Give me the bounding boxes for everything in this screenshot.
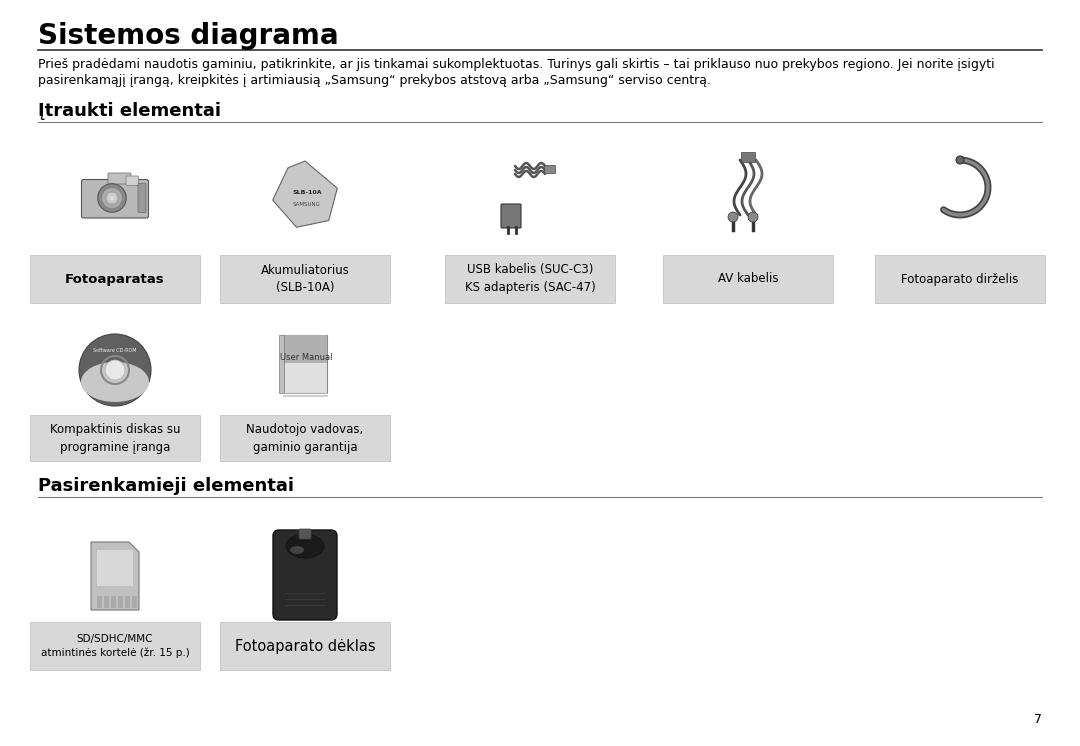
Circle shape bbox=[98, 184, 126, 213]
Ellipse shape bbox=[286, 534, 324, 558]
FancyBboxPatch shape bbox=[299, 529, 311, 539]
FancyBboxPatch shape bbox=[81, 180, 149, 218]
Text: Software CD-ROM: Software CD-ROM bbox=[93, 348, 137, 353]
FancyBboxPatch shape bbox=[30, 255, 200, 303]
Text: Akumuliatorius
(SLB-10A): Akumuliatorius (SLB-10A) bbox=[260, 263, 350, 295]
FancyBboxPatch shape bbox=[220, 255, 390, 303]
Polygon shape bbox=[272, 161, 337, 228]
Text: Įtraukti elementai: Įtraukti elementai bbox=[38, 102, 221, 120]
FancyBboxPatch shape bbox=[220, 622, 390, 670]
FancyBboxPatch shape bbox=[741, 152, 755, 162]
FancyBboxPatch shape bbox=[138, 184, 146, 213]
FancyBboxPatch shape bbox=[30, 415, 200, 461]
Text: pasirenkamąjį įrangą, kreipkitės į artimiausią „Samsung“ prekybos atstovą arba „: pasirenkamąjį įrangą, kreipkitės į artim… bbox=[38, 74, 711, 87]
Text: User Manual: User Manual bbox=[280, 354, 333, 363]
Circle shape bbox=[105, 360, 125, 380]
Polygon shape bbox=[91, 542, 139, 610]
FancyBboxPatch shape bbox=[663, 255, 833, 303]
Ellipse shape bbox=[81, 362, 149, 402]
FancyBboxPatch shape bbox=[279, 335, 284, 393]
Text: Prieš pradėdami naudotis gaminiu, patikrinkite, ar jis tinkamai sukomplektuotas.: Prieš pradėdami naudotis gaminiu, patikr… bbox=[38, 58, 995, 71]
Text: Sistemos diagrama: Sistemos diagrama bbox=[38, 22, 339, 50]
FancyBboxPatch shape bbox=[104, 596, 109, 608]
Text: Pasirenkamieji elementai: Pasirenkamieji elementai bbox=[38, 477, 294, 495]
Circle shape bbox=[728, 212, 738, 222]
FancyBboxPatch shape bbox=[97, 550, 133, 586]
Text: Fotoaparato dėklas: Fotoaparato dėklas bbox=[234, 639, 376, 653]
FancyBboxPatch shape bbox=[108, 173, 131, 184]
FancyBboxPatch shape bbox=[220, 415, 390, 461]
FancyBboxPatch shape bbox=[125, 596, 130, 608]
Text: Fotoaparatas: Fotoaparatas bbox=[65, 272, 165, 286]
FancyBboxPatch shape bbox=[445, 255, 615, 303]
Text: SD/SDHC/MMC
atmintinės kortelė (žr. 15 p.): SD/SDHC/MMC atmintinės kortelė (žr. 15 p… bbox=[41, 633, 189, 659]
Ellipse shape bbox=[79, 334, 151, 406]
FancyBboxPatch shape bbox=[283, 335, 327, 363]
Text: AV kabelis: AV kabelis bbox=[718, 272, 779, 286]
FancyBboxPatch shape bbox=[875, 255, 1045, 303]
Circle shape bbox=[106, 192, 118, 204]
Text: SLB-10A: SLB-10A bbox=[293, 190, 322, 195]
FancyBboxPatch shape bbox=[126, 176, 138, 186]
Circle shape bbox=[110, 195, 114, 200]
FancyBboxPatch shape bbox=[97, 596, 102, 608]
Ellipse shape bbox=[291, 546, 303, 554]
FancyBboxPatch shape bbox=[501, 204, 521, 228]
FancyBboxPatch shape bbox=[132, 596, 137, 608]
Text: 7: 7 bbox=[1034, 713, 1042, 726]
Text: USB kabelis (SUC-C3)
KS adapteris (SAC-47): USB kabelis (SUC-C3) KS adapteris (SAC-4… bbox=[464, 263, 595, 295]
Text: Kompaktinis diskas su
programine įranga: Kompaktinis diskas su programine įranga bbox=[50, 422, 180, 454]
Text: SAMSUNG: SAMSUNG bbox=[293, 202, 321, 207]
Text: Naudotojo vadovas,
gaminio garantija: Naudotojo vadovas, gaminio garantija bbox=[246, 422, 364, 454]
FancyBboxPatch shape bbox=[111, 596, 116, 608]
FancyBboxPatch shape bbox=[273, 530, 337, 620]
FancyBboxPatch shape bbox=[283, 335, 327, 393]
Circle shape bbox=[956, 156, 964, 164]
FancyBboxPatch shape bbox=[118, 596, 123, 608]
Circle shape bbox=[102, 187, 122, 208]
FancyBboxPatch shape bbox=[30, 622, 200, 670]
Text: Fotoaparato dirželis: Fotoaparato dirželis bbox=[902, 272, 1018, 286]
FancyBboxPatch shape bbox=[543, 165, 554, 172]
Circle shape bbox=[748, 212, 758, 222]
